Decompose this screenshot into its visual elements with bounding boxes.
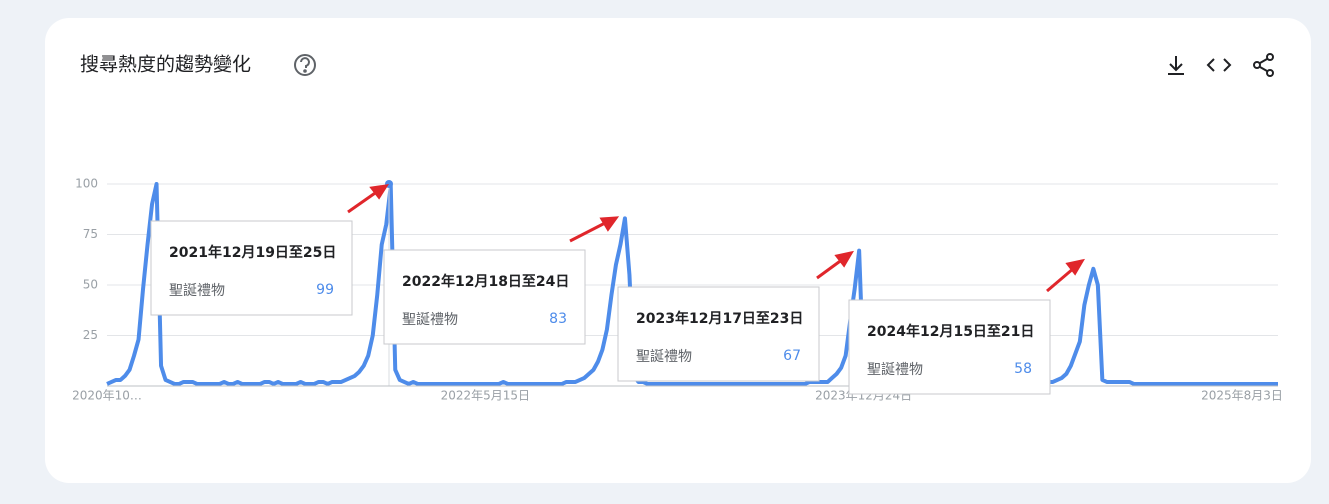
tooltip-box (150, 220, 353, 316)
tooltip-series: 聖誕禮物 (867, 362, 923, 378)
chart-title: 搜尋熱度的趨勢變化 (80, 54, 251, 76)
tooltip-series: 聖誕禮物 (636, 349, 692, 365)
tooltip-title: 2021年12月19日至25日 (169, 244, 336, 261)
tooltip-value: 83 (549, 311, 567, 327)
y-tick-label: 75 (83, 227, 98, 241)
tooltip-title: 2024年12月15日至21日 (867, 323, 1034, 340)
tooltip-title: 2022年12月18日至24日 (402, 273, 569, 290)
help-icon[interactable] (294, 54, 316, 76)
tooltip-value: 99 (316, 282, 334, 298)
tooltip-value: 67 (783, 348, 801, 364)
share-icon[interactable] (1253, 53, 1274, 77)
download-icon[interactable] (1168, 56, 1184, 75)
tooltip-series: 聖誕禮物 (169, 283, 225, 299)
y-tick-label: 50 (83, 278, 98, 292)
y-tick-label: 100 (75, 177, 98, 191)
tooltip-title: 2023年12月17日至23日 (636, 310, 803, 327)
tooltip-series: 聖誕禮物 (402, 312, 458, 328)
tooltip-box (848, 299, 1051, 395)
tooltip-box (383, 249, 586, 345)
tooltip-value: 58 (1014, 361, 1032, 377)
tooltip-box (617, 286, 820, 382)
x-tick-label: 2025年8月3日 (1201, 389, 1283, 403)
y-tick-label: 25 (83, 328, 98, 342)
embed-icon[interactable] (1206, 58, 1232, 72)
x-tick-label: 2022年5月15日 (441, 389, 530, 403)
x-tick-label: 2020年10… (72, 389, 142, 403)
annotation-arrows (347, 184, 1086, 293)
series-line (106, 182, 1278, 386)
